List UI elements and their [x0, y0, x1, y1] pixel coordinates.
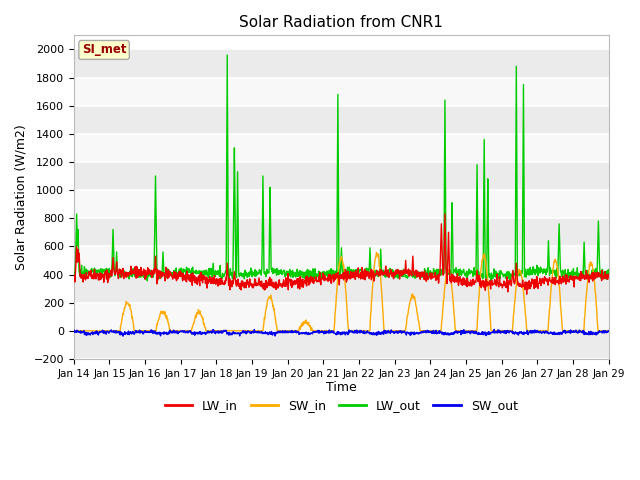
SW_out: [318, 328, 326, 334]
Line: LW_in: LW_in: [74, 214, 609, 294]
SW_out: [297, 331, 305, 336]
SW_in: [605, 328, 612, 334]
SW_in: [111, 328, 119, 334]
Legend: LW_in, SW_in, LW_out, SW_out: LW_in, SW_in, LW_out, SW_out: [159, 395, 523, 418]
Bar: [74, 49, 609, 78]
LW_in: [374, 272, 382, 277]
LW_in: [308, 276, 316, 282]
LW_out: [70, 272, 77, 278]
LW_out: [298, 271, 305, 276]
SW_out: [308, 331, 316, 336]
Bar: [74, 106, 609, 134]
SW_out: [605, 329, 612, 335]
LW_out: [375, 270, 383, 276]
SW_out: [70, 327, 77, 333]
LW_out: [308, 275, 316, 280]
Bar: [74, 190, 609, 218]
LW_out: [223, 52, 231, 58]
SW_in: [70, 328, 77, 334]
LW_in: [441, 211, 449, 217]
LW_in: [70, 275, 77, 280]
SW_out: [111, 330, 119, 336]
Text: SI_met: SI_met: [82, 43, 126, 57]
LW_out: [143, 278, 151, 284]
Line: SW_in: SW_in: [74, 252, 609, 331]
LW_in: [317, 276, 325, 282]
SW_in: [374, 254, 382, 260]
Bar: [74, 275, 609, 303]
SW_out: [134, 329, 141, 335]
SW_in: [133, 328, 141, 334]
X-axis label: Time: Time: [326, 382, 356, 395]
Line: LW_out: LW_out: [74, 55, 609, 281]
LW_in: [523, 291, 531, 297]
LW_out: [111, 271, 119, 277]
LW_out: [318, 275, 326, 281]
Bar: [74, 218, 609, 246]
LW_in: [605, 274, 612, 280]
Bar: [74, 331, 609, 359]
SW_in: [308, 325, 316, 331]
SW_in: [317, 328, 325, 334]
LW_in: [111, 272, 119, 277]
LW_out: [605, 267, 612, 273]
SW_in: [372, 250, 380, 255]
Bar: [74, 246, 609, 275]
Title: Solar Radiation from CNR1: Solar Radiation from CNR1: [239, 15, 444, 30]
Bar: [74, 78, 609, 106]
LW_in: [133, 271, 141, 276]
Line: SW_out: SW_out: [74, 329, 609, 336]
SW_out: [374, 329, 382, 335]
LW_in: [297, 277, 305, 283]
Bar: [74, 303, 609, 331]
SW_out: [119, 333, 127, 339]
SW_out: [490, 326, 498, 332]
LW_out: [133, 274, 141, 280]
Bar: [74, 134, 609, 162]
Y-axis label: Solar Radiation (W/m2): Solar Radiation (W/m2): [15, 124, 28, 270]
SW_in: [297, 323, 305, 329]
Bar: [74, 162, 609, 190]
